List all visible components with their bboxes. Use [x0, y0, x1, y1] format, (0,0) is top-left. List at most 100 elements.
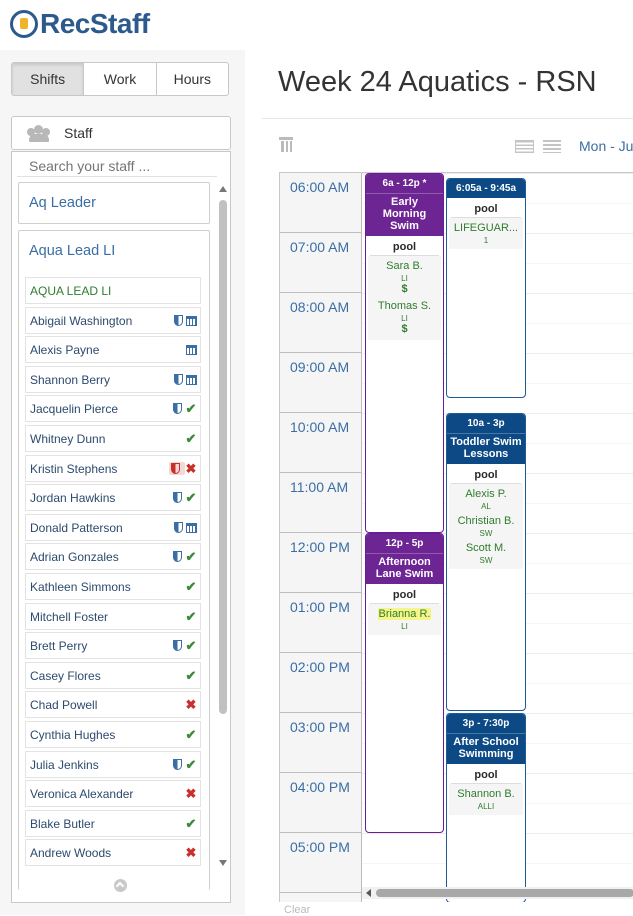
shift-block[interactable]: 12p - 5p Afternoon Lane Swim pool Brianna R… — [365, 533, 444, 833]
horizontal-scroll-thumb[interactable] — [376, 889, 633, 897]
staff-row[interactable]: Mitchell Foster ✔ — [25, 603, 201, 630]
assigned-staff-role: AL — [481, 502, 491, 511]
shift-name: Toddler Swim Lessons — [447, 433, 525, 464]
scroll-down-arrow-icon[interactable] — [219, 860, 227, 866]
assigned-staff[interactable]: Scott M. SW — [449, 538, 523, 565]
assigned-staff[interactable]: Alexis P. AL — [449, 484, 523, 511]
staff-row[interactable]: Casey Flores ✔ — [25, 662, 201, 689]
assigned-staff-name-wrap: Shannon B. — [449, 784, 523, 802]
staff-row[interactable]: Shannon Berry — [25, 366, 201, 393]
assigned-staff[interactable]: Sara B. LI $ — [368, 256, 441, 296]
staff-row[interactable]: Jordan Hawkins ✔ — [25, 484, 201, 511]
time-slot-label: 02:00 PM — [280, 653, 361, 713]
assigned-staff[interactable]: Thomas S. LI $ — [368, 296, 441, 336]
staff-row[interactable]: Blake Butler ✔ — [25, 810, 201, 837]
staff-panel-title: Staff — [64, 125, 93, 141]
staff-search-input[interactable] — [17, 155, 217, 177]
time-slot-label: 06:00 AM — [280, 173, 361, 233]
group-title: Aq Leader — [29, 195, 96, 211]
assigned-staff-area[interactable]: Brianna R. LI — [368, 604, 441, 635]
people-icon — [26, 125, 52, 142]
staff-name: Veronica Alexander — [30, 786, 134, 801]
staff-row[interactable]: Veronica Alexander ✖ — [25, 780, 201, 807]
horizontal-scrollbar[interactable] — [362, 887, 633, 899]
staff-row[interactable]: Abigail Washington — [25, 307, 201, 334]
shift-name: Early Morning Swim — [366, 193, 443, 236]
app-name: RecStaff — [40, 8, 150, 39]
staff-name: Alexis Payne — [30, 342, 100, 357]
staff-panel-header[interactable]: Staff — [11, 116, 231, 150]
shield-icon — [174, 522, 183, 533]
staff-name: Donald Patterson — [30, 520, 123, 535]
staff-row[interactable]: Cynthia Hughes ✔ — [25, 721, 201, 748]
lines-view-icon[interactable] — [543, 140, 561, 153]
clear-button[interactable]: Clear — [284, 904, 311, 916]
assigned-staff-area[interactable]: Sara B. LI $ Thomas S. LI $ — [368, 256, 441, 340]
shift-block[interactable]: 10a - 3p Toddler Swim Lessons pool Alexis P… — [446, 413, 526, 711]
shift-block[interactable]: 6:05a - 9:45a pool LIFEGUAR... 1 — [446, 178, 526, 398]
shift-block[interactable]: 6a - 12p * Early Morning Swim pool Sara B. L… — [365, 173, 444, 533]
staff-row[interactable]: Donald Patterson — [25, 514, 201, 541]
date-range-selector[interactable]: Mon - Ju — [579, 138, 633, 154]
app-logo[interactable]: RecStaff — [10, 6, 150, 42]
shift-block[interactable]: 3p - 7:30p After School Swimming pool Shann… — [446, 713, 526, 902]
logo-icon — [10, 10, 38, 38]
staff-row[interactable]: Brett Perry ✔ — [25, 632, 201, 659]
assigned-staff[interactable]: LIFEGUAR... 1 — [449, 218, 523, 245]
schedule-grid[interactable]: 6a - 12p * Early Morning Swim pool Sara B. L… — [362, 173, 633, 902]
assigned-staff[interactable]: Christian B. SW — [449, 511, 523, 538]
time-slot-label: 10:00 AM — [280, 413, 361, 473]
scroll-up-arrow-icon[interactable] — [219, 186, 227, 192]
tab-work[interactable]: Work — [84, 63, 157, 95]
collapse-up-icon[interactable] — [114, 879, 127, 892]
staff-list-scrollbar[interactable] — [218, 182, 228, 872]
staff-name: Blake Butler — [30, 816, 95, 831]
staff-row[interactable]: Whitney Dunn ✔ — [25, 425, 201, 452]
shield-icon — [174, 315, 183, 326]
scroll-thumb[interactable] — [219, 200, 227, 714]
divider — [262, 118, 633, 119]
trash-icon[interactable] — [279, 137, 293, 152]
time-slot-label: 05:00 PM — [280, 833, 361, 893]
staff-row[interactable]: Julia Jenkins ✔ — [25, 751, 201, 778]
shield-icon — [174, 374, 183, 385]
assigned-staff-area[interactable]: Alexis P. AL Christian B. SW Scott M. SW — [449, 484, 523, 569]
tab-shifts[interactable]: Shifts — [12, 63, 85, 95]
cross-icon: ✖ — [185, 786, 197, 801]
staff-row[interactable]: Jacquelin Pierce ✔ — [25, 395, 201, 422]
staff-name: Shannon Berry — [30, 372, 111, 387]
staff-name: Casey Flores — [30, 668, 101, 683]
time-slot-label: 04:00 PM — [280, 773, 361, 833]
shift-time: 12p - 5p — [366, 534, 443, 553]
assigned-staff[interactable]: Brianna R. LI — [368, 604, 441, 631]
list-view-icon[interactable] — [515, 140, 534, 153]
scroll-left-arrow-icon[interactable] — [366, 889, 371, 897]
time-slot-label: 01:00 PM — [280, 593, 361, 653]
assigned-staff-area[interactable]: LIFEGUAR... 1 — [449, 218, 523, 249]
staff-row[interactable]: Chad Powell ✖ — [25, 691, 201, 718]
staff-row[interactable]: Andrew Woods ✖ — [25, 839, 201, 866]
assigned-staff-role: SW — [479, 556, 493, 565]
tab-hours[interactable]: Hours — [173, 71, 211, 87]
assigned-staff-area[interactable]: Shannon B. ALLI — [449, 784, 523, 815]
position-label: pool — [370, 241, 439, 256]
shield-icon — [173, 759, 182, 770]
assigned-staff-role: LI — [401, 314, 408, 323]
assigned-staff-name: LIFEGUAR... — [453, 222, 519, 234]
staff-name: Abigail Washington — [30, 313, 133, 328]
assigned-staff[interactable]: Shannon B. ALLI — [449, 784, 523, 811]
time-slot-label: 06:00 PM — [280, 893, 361, 902]
position-label: pool — [451, 203, 521, 218]
group-aq-leader[interactable]: Aq Leader — [18, 182, 210, 224]
check-icon: ✔ — [185, 490, 197, 505]
staff-row[interactable]: Alexis Payne — [25, 336, 201, 363]
staff-row[interactable]: Kristin Stephens ✖ — [25, 455, 201, 482]
staff-name: Cynthia Hughes — [30, 727, 116, 742]
staff-name: Julia Jenkins — [30, 757, 99, 772]
staff-row[interactable]: Kathleen Simmons ✔ — [25, 573, 201, 600]
staff-row[interactable]: Adrian Gonzales ✔ — [25, 543, 201, 570]
staff-name: Brett Perry — [30, 638, 88, 653]
staff-name: Adrian Gonzales — [30, 549, 119, 564]
staff-row[interactable]: AQUA LEAD LI — [25, 277, 201, 304]
check-icon: ✔ — [185, 816, 197, 831]
